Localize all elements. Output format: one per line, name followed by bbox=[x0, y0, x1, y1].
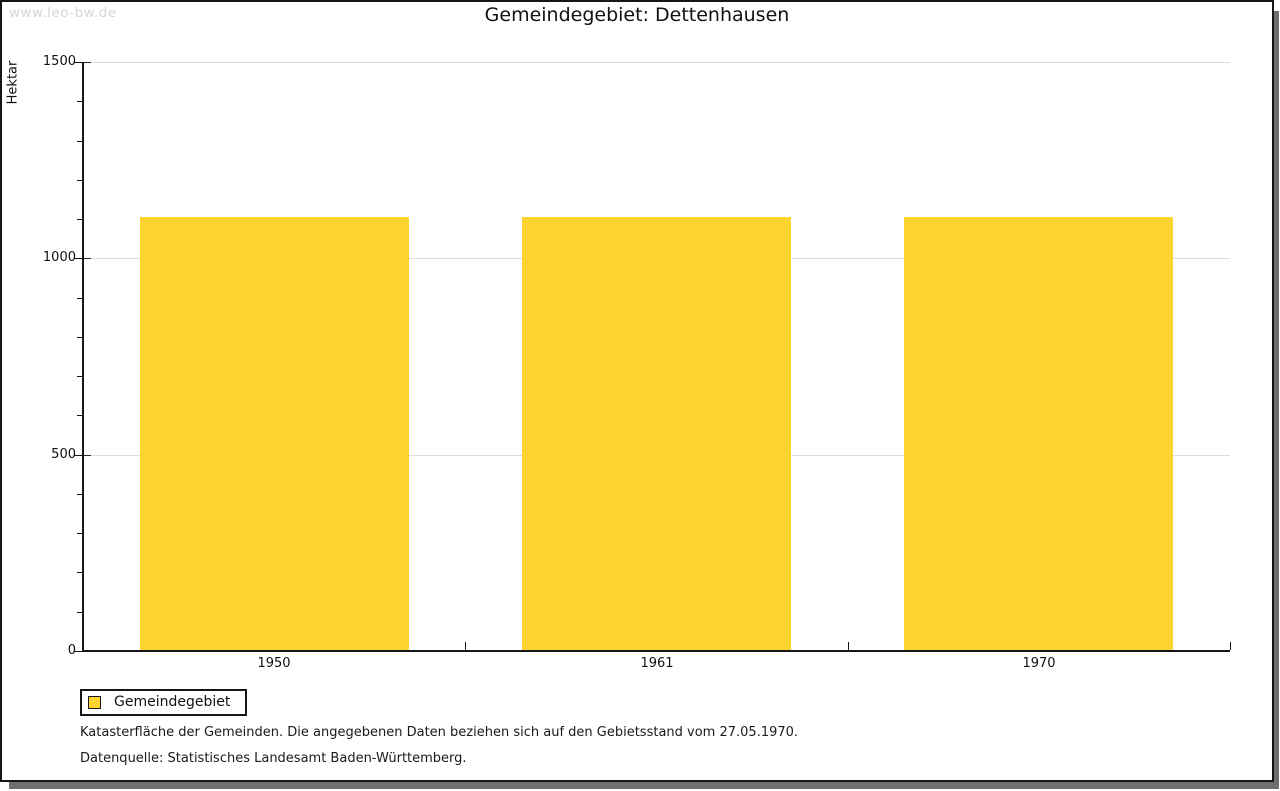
y-tick-minor-1400 bbox=[77, 101, 83, 102]
gridline-cap-500 bbox=[83, 455, 91, 456]
x-tick-label-1970: 1970 bbox=[1022, 656, 1056, 671]
legend-box: Gemeindegebiet bbox=[80, 689, 248, 716]
legend-swatch-icon bbox=[88, 695, 101, 709]
chart-title: Gemeindegebiet: Dettenhausen bbox=[484, 4, 790, 26]
y-tick-minor-100 bbox=[77, 612, 83, 613]
bar-1961 bbox=[522, 217, 791, 650]
y-tick-label-500: 500 bbox=[51, 447, 76, 462]
x-boundary-tick-3 bbox=[1230, 642, 1231, 650]
watermark-leo-bw: www.leo-bw.de bbox=[9, 5, 117, 21]
x-tick-label-1950: 1950 bbox=[257, 656, 291, 671]
y-tick-minor-700 bbox=[77, 376, 83, 377]
y-axis-line bbox=[82, 62, 84, 652]
y-tick-minor-300 bbox=[77, 533, 83, 534]
y-tick-minor-800 bbox=[77, 337, 83, 338]
bar-1950 bbox=[140, 217, 409, 650]
gridline-cap-1000 bbox=[83, 258, 91, 259]
y-tick-minor-1300 bbox=[77, 141, 83, 142]
x-boundary-tick-2 bbox=[848, 642, 849, 650]
gridline-1500 bbox=[91, 62, 1230, 63]
y-tick-minor-200 bbox=[77, 572, 83, 573]
x-boundary-tick-1 bbox=[465, 642, 466, 650]
x-axis-line bbox=[82, 650, 1230, 652]
y-tick-minor-1200 bbox=[77, 180, 83, 181]
y-tick-minor-900 bbox=[77, 298, 83, 299]
y-tick-minor-600 bbox=[77, 415, 83, 416]
y-tick-major-1500 bbox=[74, 62, 83, 63]
y-tick-minor-1100 bbox=[77, 219, 83, 220]
footnote-datenquelle: Datenquelle: Statistisches Landesamt Bad… bbox=[80, 751, 467, 766]
plot-area: 0 500 1000 1500 1950 1961 1970 bbox=[2, 2, 1272, 780]
gridline-cap-1500 bbox=[83, 62, 91, 63]
y-tick-major-0 bbox=[74, 651, 83, 652]
bar-1970 bbox=[904, 217, 1173, 650]
y-tick-minor-400 bbox=[77, 494, 83, 495]
y-tick-major-1000 bbox=[74, 258, 83, 259]
y-tick-major-500 bbox=[74, 455, 83, 456]
footnote-gebietsstand: Katasterfläche der Gemeinden. Die angege… bbox=[80, 725, 799, 740]
y-tick-label-1500: 1500 bbox=[42, 54, 76, 69]
legend-label: Gemeindegebiet bbox=[114, 694, 231, 710]
y-tick-label-0: 0 bbox=[67, 643, 76, 658]
y-tick-label-1000: 1000 bbox=[42, 250, 76, 265]
x-tick-label-1961: 1961 bbox=[640, 656, 674, 671]
